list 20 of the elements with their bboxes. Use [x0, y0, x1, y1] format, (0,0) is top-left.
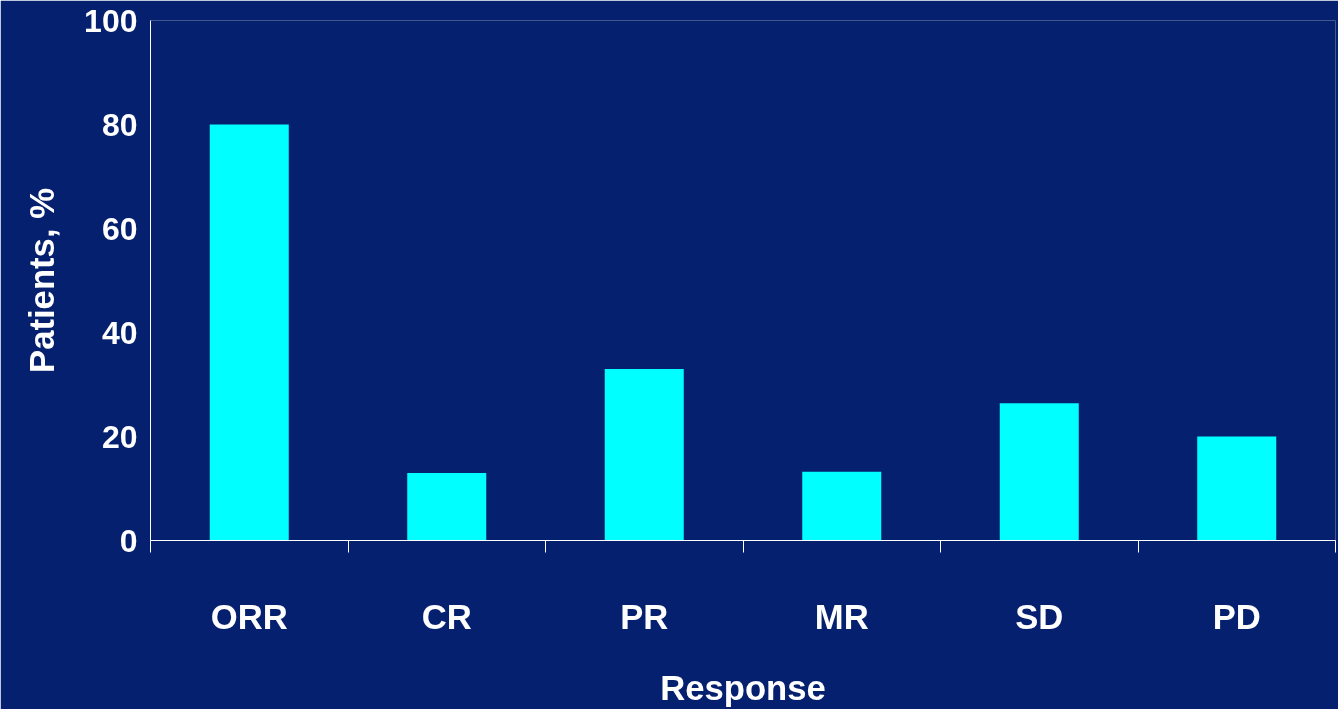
bar: [999, 403, 1079, 541]
y-tick-label: 100: [84, 2, 138, 39]
x-tick-label: SD: [1015, 597, 1064, 636]
y-tick-label: 60: [101, 210, 138, 247]
bar: [1197, 436, 1277, 541]
x-tick-label: PR: [620, 597, 669, 636]
x-tick-label: PD: [1212, 597, 1261, 636]
bar: [209, 124, 289, 541]
x-tick-label: MR: [814, 597, 869, 636]
y-axis-title: Patients, %: [23, 188, 62, 373]
x-tick-label: CR: [421, 597, 472, 636]
y-tick-label: 0: [119, 522, 138, 559]
bar: [604, 368, 684, 541]
y-tick-label: 20: [101, 418, 138, 455]
x-tick-label: ORR: [210, 597, 288, 636]
bar: [407, 472, 487, 541]
bar: [802, 471, 882, 541]
y-tick-label: 80: [101, 106, 138, 143]
x-axis-title: Response: [660, 668, 826, 707]
y-tick-label: 40: [101, 314, 138, 351]
